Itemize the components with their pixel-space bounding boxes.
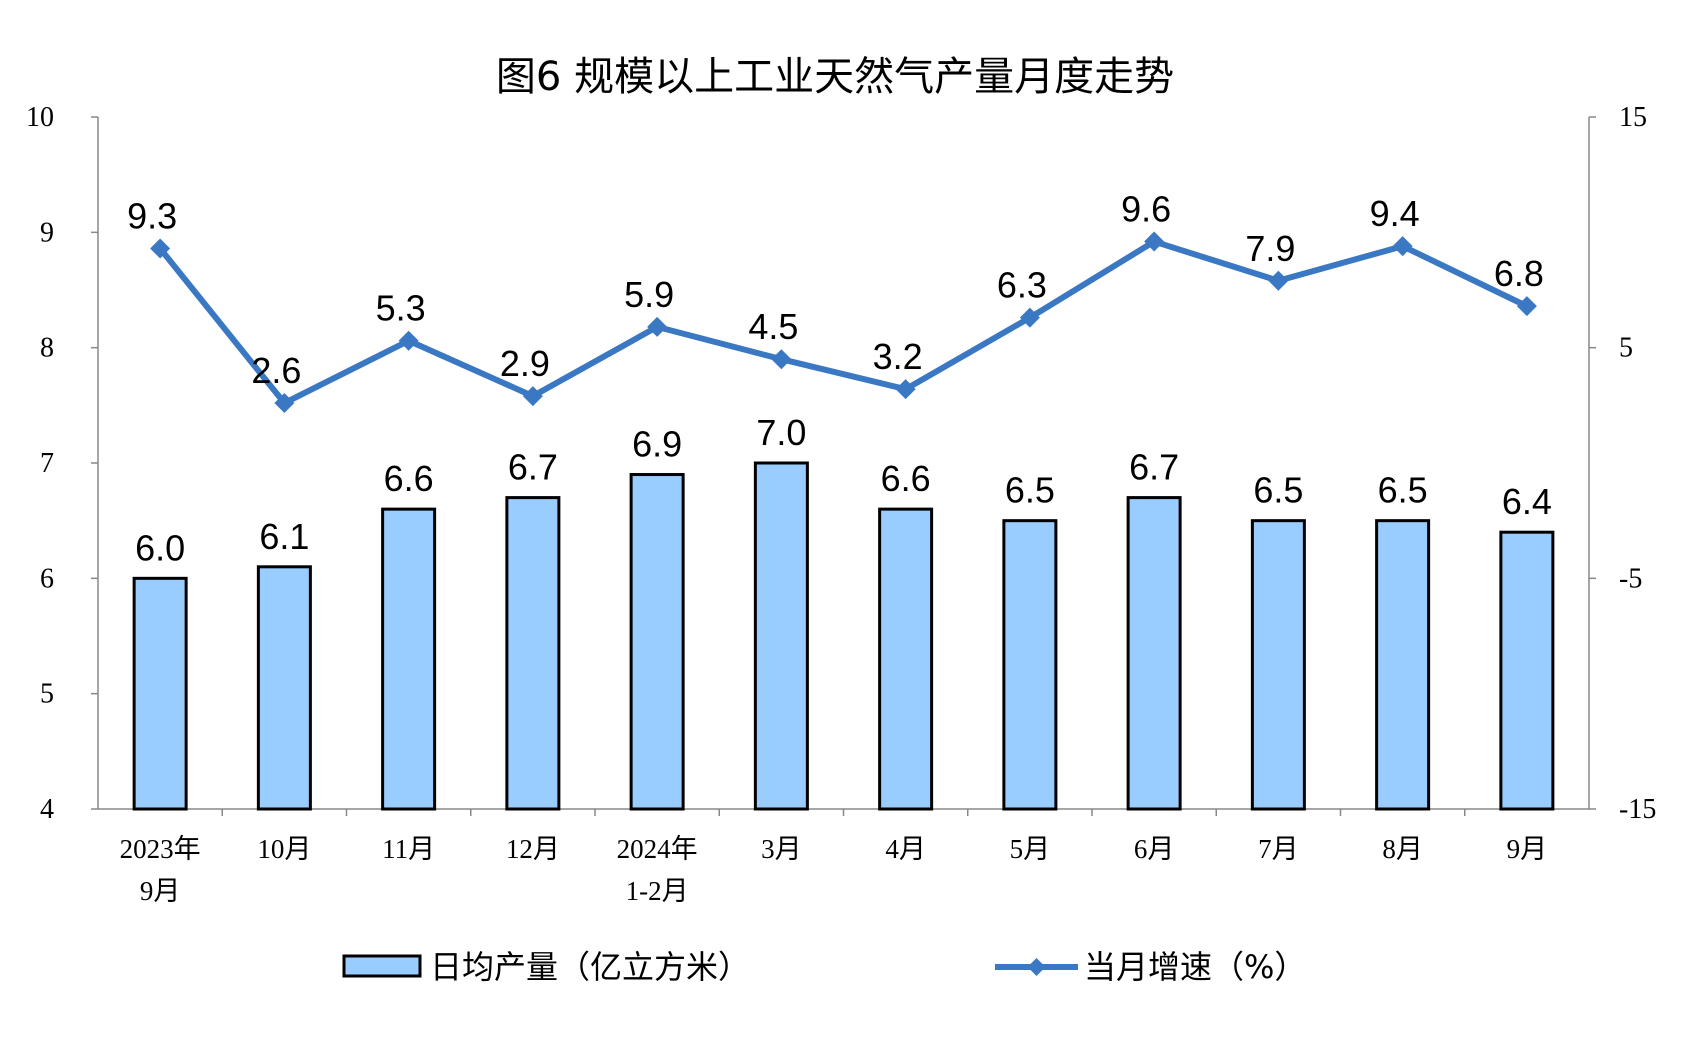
- bar: [1375, 519, 1431, 811]
- right-tick-label: -5: [1619, 563, 1642, 594]
- line-data-label: 3.2: [873, 336, 923, 377]
- left-tick-label: 5: [40, 679, 54, 710]
- line-marker: [1144, 231, 1165, 252]
- right-tick-label: 15: [1619, 102, 1647, 133]
- line-marker: [522, 386, 543, 407]
- bar-data-label: 6.7: [1129, 447, 1179, 488]
- bar-data-label: 6.1: [259, 516, 309, 557]
- x-tick-label: 2024年: [617, 834, 698, 864]
- x-tick-label: 12月: [506, 834, 560, 864]
- x-tick-label: 2023年: [120, 834, 201, 864]
- line-marker: [895, 379, 916, 400]
- right-tick-label: -15: [1619, 794, 1656, 825]
- chart-title: 图6 规模以上工业天然气产量月度走势: [496, 54, 1174, 100]
- bar: [381, 507, 437, 811]
- legend-line-label: 当月增速（%）: [1084, 948, 1306, 986]
- line-data-label: 6.8: [1494, 253, 1544, 294]
- growth-line: [157, 238, 1529, 407]
- line-data-label: 2.6: [251, 350, 301, 391]
- bar-data-label: 6.9: [632, 424, 682, 465]
- left-tick-label: 4: [40, 794, 54, 825]
- x-tick-label: 9月: [140, 876, 181, 906]
- line-marker: [1516, 296, 1537, 317]
- left-tick-label: 7: [40, 448, 54, 479]
- line-data-label: 7.9: [1245, 228, 1295, 269]
- line-data-label: 6.3: [997, 265, 1047, 306]
- x-tick-label: 6月: [1134, 834, 1175, 864]
- right-tick-label: 5: [1619, 333, 1633, 364]
- x-tick-label: 8月: [1382, 834, 1423, 864]
- x-tick-label: 7月: [1258, 834, 1299, 864]
- bar-data-label: 6.5: [1005, 470, 1055, 511]
- line-marker: [1392, 236, 1413, 257]
- line-data-label: 5.9: [624, 274, 674, 315]
- x-tick-label: 1-2月: [626, 876, 689, 906]
- bar: [505, 496, 561, 811]
- legend-bar-swatch: [342, 954, 422, 978]
- x-tick-label: 4月: [885, 834, 926, 864]
- line-marker: [398, 330, 419, 351]
- bar-data-label: 6.0: [135, 527, 185, 568]
- bar-data-label: 6.4: [1502, 481, 1552, 522]
- line-marker: [647, 316, 668, 337]
- line-marker: [1019, 307, 1040, 328]
- left-tick-label: 10: [26, 102, 54, 133]
- legend-bar-label: 日均产量（亿立方米）: [430, 948, 750, 986]
- line-data-label: 9.4: [1370, 193, 1420, 234]
- line-data-label: 9.6: [1121, 189, 1171, 230]
- x-tick-label: 11月: [382, 834, 435, 864]
- left-tick-label: 6: [40, 563, 54, 594]
- line-marker: [1268, 270, 1289, 291]
- legend: 日均产量（亿立方米） 当月增速（%）: [342, 948, 1306, 986]
- bar: [753, 461, 809, 811]
- bar-data-label: 6.7: [508, 447, 558, 488]
- bar: [878, 507, 934, 811]
- bar-data-label: 6.5: [1253, 470, 1303, 511]
- left-tick-label: 9: [40, 217, 54, 248]
- x-tick-label: 10月: [257, 834, 311, 864]
- bar: [629, 473, 685, 811]
- bar: [1002, 519, 1058, 811]
- legend-line-marker: [1027, 958, 1046, 976]
- line-data-label: 2.9: [500, 343, 550, 384]
- x-tick-label: 3月: [761, 834, 802, 864]
- line-marker: [771, 349, 792, 370]
- bar-data-label: 6.5: [1378, 470, 1428, 511]
- bar-data-label: 7.0: [756, 412, 806, 453]
- line-data-label: 5.3: [376, 288, 426, 329]
- bar: [1250, 519, 1306, 811]
- left-tick-label: 8: [40, 333, 54, 364]
- bar-data-label: 6.6: [881, 458, 931, 499]
- line-marker: [274, 393, 295, 414]
- bar: [1499, 530, 1555, 811]
- bar: [132, 576, 188, 811]
- line-data-label: 9.3: [127, 195, 177, 236]
- line-marker: [150, 238, 171, 259]
- bar: [256, 565, 312, 811]
- line-data-label: 4.5: [748, 306, 798, 347]
- x-tick-label: 5月: [1010, 834, 1051, 864]
- bar-data-label: 6.6: [384, 458, 434, 499]
- x-tick-label: 9月: [1507, 834, 1548, 864]
- bar: [1126, 496, 1182, 811]
